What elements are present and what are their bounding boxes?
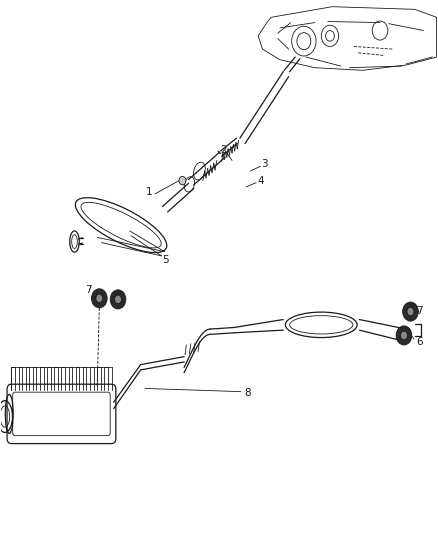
Circle shape (115, 295, 121, 304)
Circle shape (396, 326, 412, 345)
Text: 6: 6 (416, 337, 423, 347)
Circle shape (110, 290, 126, 309)
Text: 4: 4 (257, 175, 264, 185)
Circle shape (96, 294, 103, 303)
Text: 2: 2 (220, 145, 226, 155)
Circle shape (92, 289, 107, 308)
Text: 3: 3 (261, 159, 268, 169)
Text: 8: 8 (244, 387, 251, 398)
Text: 7: 7 (85, 285, 92, 295)
Circle shape (403, 302, 418, 321)
Text: 5: 5 (162, 255, 169, 265)
Circle shape (179, 176, 186, 185)
Text: 1: 1 (146, 187, 153, 197)
Text: 7: 7 (416, 306, 423, 316)
Circle shape (400, 331, 407, 340)
Circle shape (407, 308, 414, 316)
